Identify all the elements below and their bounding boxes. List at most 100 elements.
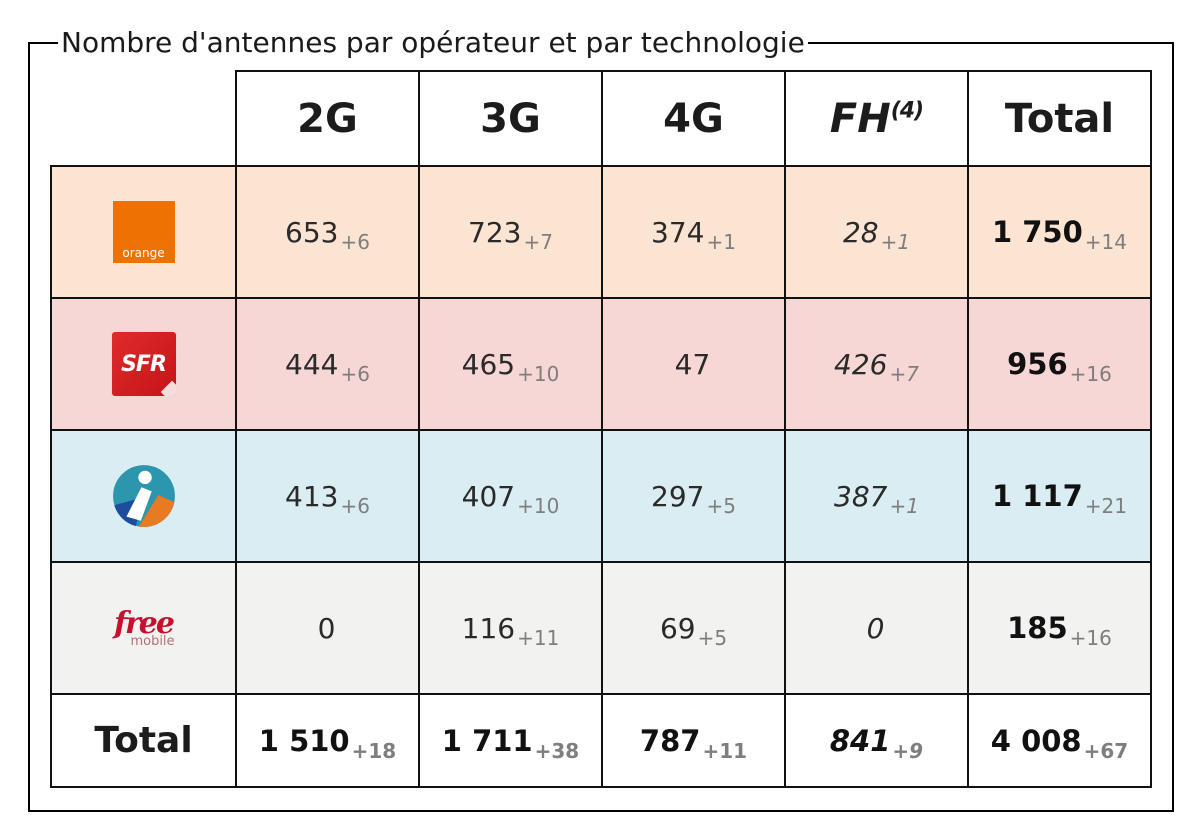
header-2g: 2G xyxy=(235,70,420,167)
cell-delta: +14 xyxy=(1084,230,1128,254)
cell-value: 4 008 xyxy=(990,723,1082,758)
cell-bouygues-2g: 413 +6 xyxy=(235,429,420,563)
cell-delta: +16 xyxy=(1069,626,1112,650)
cell-value: 444 xyxy=(285,347,339,381)
cell-bouygues-fh: 387 +1 xyxy=(784,429,969,563)
cell-sfr-2g: 444 +6 xyxy=(235,297,420,431)
bouygues-telecom-logo-icon xyxy=(112,465,175,527)
cell-delta: +11 xyxy=(517,625,560,650)
cell-value: 28 xyxy=(842,215,879,249)
cell-delta: +16 xyxy=(1069,362,1112,386)
table-row-free: free mobile 0 116 +11 69 +5 0 185 +16 xyxy=(50,561,1152,695)
table-row-bouygues: 413 +6 407 +10 297 +5 387 +1 1 117 +21 xyxy=(50,429,1152,563)
table-row-total: Total 1 510 +18 1 711 +38 787 +11 841 +9 4 0… xyxy=(50,693,1152,788)
cell-value: 185 xyxy=(1007,611,1068,645)
cell-orange-4g: 374 +1 xyxy=(601,165,786,299)
cell-value: 723 xyxy=(468,215,522,249)
cell-delta: +10 xyxy=(517,361,560,386)
cell-delta: +9 xyxy=(892,738,924,763)
cell-free-fh: 0 xyxy=(784,561,969,695)
sfr-logo-icon: SFR xyxy=(111,332,176,396)
cell-sfr-fh: 426 +7 xyxy=(784,297,969,431)
cell-value: 116 xyxy=(461,611,516,645)
cell-value: 69 xyxy=(659,611,696,645)
cell-value: 426 xyxy=(834,347,888,381)
sfr-logo-label: SFR xyxy=(121,351,167,377)
cell-orange-3g: 723 +7 xyxy=(418,165,603,299)
cell-delta: +7 xyxy=(889,361,919,386)
cell-value: 1 750 xyxy=(991,215,1083,249)
header-fh-footnote: (4) xyxy=(890,98,924,124)
panel-title: Nombre d'antennes par opérateur et par t… xyxy=(61,26,805,59)
cell-delta: +6 xyxy=(340,493,370,518)
operator-cell-orange: orange xyxy=(50,165,237,299)
cell-delta: +18 xyxy=(351,738,397,763)
operator-cell-bouygues xyxy=(50,429,237,563)
cell-delta: +38 xyxy=(534,738,580,763)
cell-value: 297 xyxy=(651,479,705,513)
operator-cell-free: free mobile xyxy=(50,561,237,695)
header-3g: 3G xyxy=(418,70,603,167)
cell-value: 653 xyxy=(285,215,339,249)
header-fh-text: FH xyxy=(829,95,891,142)
cell-bouygues-3g: 407 +10 xyxy=(418,429,603,563)
cell-total-total: 4 008 +67 xyxy=(967,693,1152,788)
antennas-table: 2G 3G 4G FH(4) Total orange 653 +6 723 +7 … xyxy=(50,70,1152,788)
cell-delta: +10 xyxy=(517,493,560,518)
cell-value: 0 xyxy=(317,611,336,645)
cell-sfr-total: 956 +16 xyxy=(967,297,1152,431)
cell-free-3g: 116 +11 xyxy=(418,561,603,695)
free-mobile-logo-icon: free mobile xyxy=(112,605,175,649)
orange-logo-icon: orange xyxy=(112,201,175,263)
cell-value: 374 xyxy=(651,215,705,249)
cell-delta: +1 xyxy=(880,229,911,254)
header-row: 2G 3G 4G FH(4) Total xyxy=(51,70,1152,167)
cell-orange-fh: 28 +1 xyxy=(784,165,969,299)
cell-delta: +11 xyxy=(702,738,748,763)
cell-value: 1 510 xyxy=(258,723,350,758)
cell-value: 1 117 xyxy=(991,479,1083,513)
cell-value: 841 xyxy=(829,723,891,758)
cell-value: 47 xyxy=(674,347,711,381)
cell-free-2g: 0 xyxy=(235,561,420,695)
free-logo-label: free xyxy=(114,605,175,641)
free-logo-sublabel: mobile xyxy=(130,633,175,649)
total-row-label: Total xyxy=(50,693,237,788)
cell-value: 1 711 xyxy=(441,723,533,758)
cell-value: 387 xyxy=(834,479,888,513)
cell-delta: +1 xyxy=(889,493,919,518)
cell-value: 465 xyxy=(461,347,516,381)
cell-sfr-3g: 465 +10 xyxy=(418,297,603,431)
header-empty-cell xyxy=(51,71,236,166)
cell-sfr-4g: 47 xyxy=(601,297,786,431)
cell-delta: +6 xyxy=(340,361,370,386)
antennas-panel: Nombre d'antennes par opérateur et par t… xyxy=(28,26,1174,812)
cell-delta: +6 xyxy=(340,229,370,254)
cell-value: 956 xyxy=(1007,347,1068,381)
header-fh: FH(4) xyxy=(784,70,969,167)
cell-orange-total: 1 750 +14 xyxy=(967,165,1152,299)
header-4g: 4G xyxy=(601,70,786,167)
cell-value: 407 xyxy=(461,479,516,513)
cell-value: 0 xyxy=(866,611,885,645)
operator-cell-sfr: SFR xyxy=(50,297,237,431)
table-row-orange: orange 653 +6 723 +7 374 +1 28 +1 1 750 +14 xyxy=(50,165,1152,299)
cell-total-fh: 841 +9 xyxy=(784,693,969,788)
cell-delta: +5 xyxy=(706,493,736,518)
cell-delta: +5 xyxy=(697,625,728,650)
cell-delta: +21 xyxy=(1084,494,1128,518)
cell-total-3g: 1 711 +38 xyxy=(418,693,603,788)
orange-logo-label: orange xyxy=(122,246,165,260)
cell-delta: +7 xyxy=(523,229,553,254)
cell-total-2g: 1 510 +18 xyxy=(235,693,420,788)
cell-orange-2g: 653 +6 xyxy=(235,165,420,299)
cell-delta: +67 xyxy=(1083,738,1129,763)
cell-value: 787 xyxy=(639,723,701,758)
cell-bouygues-4g: 297 +5 xyxy=(601,429,786,563)
cell-total-4g: 787 +11 xyxy=(601,693,786,788)
cell-bouygues-total: 1 117 +21 xyxy=(967,429,1152,563)
cell-value: 413 xyxy=(285,479,339,513)
cell-free-total: 185 +16 xyxy=(967,561,1152,695)
table-row-sfr: SFR 444 +6 465 +10 47 426 +7 956 +16 xyxy=(50,297,1152,431)
cell-delta: +1 xyxy=(706,229,736,254)
